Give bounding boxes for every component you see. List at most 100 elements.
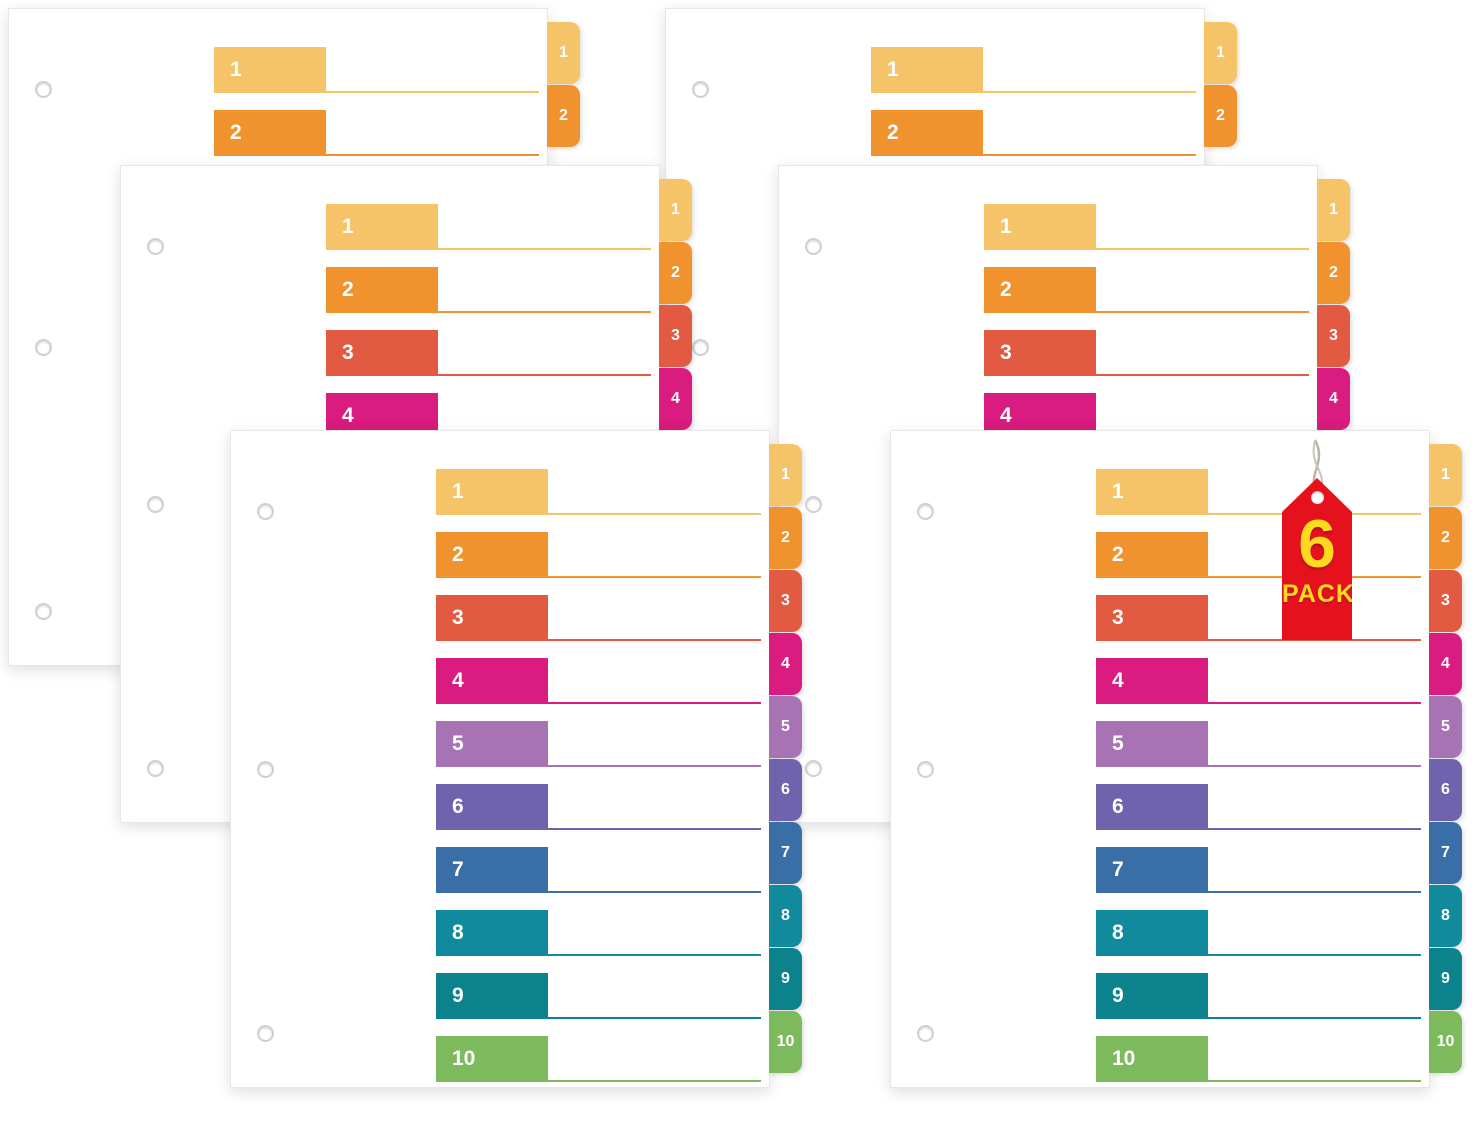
punch-hole xyxy=(917,1025,934,1042)
tag-hole xyxy=(1310,491,1324,504)
toc-row-line xyxy=(1208,702,1421,704)
toc-row-line xyxy=(983,91,1196,93)
punch-hole xyxy=(35,339,52,356)
toc-row-label: 8 xyxy=(1096,910,1208,956)
punch-hole xyxy=(35,603,52,620)
index-tab: 3 xyxy=(659,305,692,367)
toc-row-label: 2 xyxy=(326,267,438,313)
toc-row-line xyxy=(1208,891,1421,893)
index-tab: 4 xyxy=(1429,633,1462,695)
punch-hole xyxy=(805,760,822,777)
index-tab: 3 xyxy=(769,570,802,632)
index-tab: 6 xyxy=(1429,759,1462,821)
index-tab: 2 xyxy=(769,507,802,569)
toc-row-line xyxy=(548,828,761,830)
index-tab: 9 xyxy=(769,948,802,1010)
punch-hole xyxy=(147,496,164,513)
toc-row-line xyxy=(548,576,761,578)
index-tab: 1 xyxy=(769,444,802,506)
toc-row-label: 10 xyxy=(1096,1036,1208,1082)
toc-row-label: 7 xyxy=(436,847,548,893)
toc-row-line xyxy=(548,513,761,515)
toc-row-label: 5 xyxy=(1096,721,1208,767)
toc-row-label: 4 xyxy=(1096,658,1208,704)
toc-row-line xyxy=(548,954,761,956)
toc-row-line xyxy=(983,154,1196,156)
sheet-paper: 1 2 3 4 5 6 7 8 9 10 xyxy=(230,430,770,1088)
index-tab: 5 xyxy=(769,696,802,758)
index-tab: 3 xyxy=(1317,305,1350,367)
index-tab: 1 xyxy=(547,22,580,84)
toc-row-line xyxy=(548,1017,761,1019)
punch-hole xyxy=(692,81,709,98)
toc-row-line xyxy=(1208,954,1421,956)
toc-row-label: 5 xyxy=(436,721,548,767)
toc-row-line xyxy=(1208,828,1421,830)
toc-row-line xyxy=(548,891,761,893)
toc-row-line xyxy=(548,765,761,767)
toc-row-label: 2 xyxy=(1096,532,1208,578)
punch-hole xyxy=(257,1025,274,1042)
toc-row-label: 3 xyxy=(984,330,1096,376)
toc-row-label: 2 xyxy=(871,110,983,156)
pack-badge: 6 PACK xyxy=(1280,436,1354,648)
toc-row-label: 2 xyxy=(436,532,548,578)
index-tab: 2 xyxy=(1317,242,1350,304)
index-tab: 7 xyxy=(1429,822,1462,884)
toc-row-label: 1 xyxy=(436,469,548,515)
toc-row-label: 2 xyxy=(214,110,326,156)
index-tab: 5 xyxy=(1429,696,1462,758)
index-tab: 2 xyxy=(547,85,580,147)
toc-row-label: 7 xyxy=(1096,847,1208,893)
toc-row-label: 8 xyxy=(436,910,548,956)
toc-row-line xyxy=(438,311,651,313)
toc-row-label: 6 xyxy=(1096,784,1208,830)
punch-hole xyxy=(805,238,822,255)
index-tab: 8 xyxy=(1429,885,1462,947)
index-tab: 1 xyxy=(1429,444,1462,506)
index-tab: 7 xyxy=(769,822,802,884)
toc-row-label: 1 xyxy=(326,204,438,250)
index-tab: 1 xyxy=(659,179,692,241)
toc-row-line xyxy=(438,374,651,376)
toc-row-label: 10 xyxy=(436,1036,548,1082)
index-tab: 1 xyxy=(1204,22,1237,84)
divider-sheet-front-right: 1 2 3 4 5 6 7 8 9 10 1 2 3 4 5 6 7 8 9 10 xyxy=(890,430,1464,1088)
toc-row-label: 6 xyxy=(436,784,548,830)
index-tab: 9 xyxy=(1429,948,1462,1010)
toc-row-line xyxy=(548,639,761,641)
toc-row-line xyxy=(438,248,651,250)
toc-row-line xyxy=(1096,248,1309,250)
index-tab: 10 xyxy=(1429,1011,1462,1073)
index-tab: 2 xyxy=(1429,507,1462,569)
tag-pack-count: 6 xyxy=(1298,506,1336,582)
toc-row-line xyxy=(1208,765,1421,767)
punch-hole xyxy=(257,761,274,778)
index-tab: 8 xyxy=(769,885,802,947)
punch-hole xyxy=(257,503,274,520)
toc-row-line xyxy=(1208,1017,1421,1019)
index-tab: 2 xyxy=(1204,85,1237,147)
toc-row-line xyxy=(1096,311,1309,313)
index-tab: 1 xyxy=(1317,179,1350,241)
toc-row-line xyxy=(1208,1080,1421,1082)
index-tab: 4 xyxy=(659,368,692,430)
toc-row-line xyxy=(548,1080,761,1082)
toc-row-label: 9 xyxy=(436,973,548,1019)
tag-body: 6 PACK xyxy=(1282,478,1352,640)
toc-row-label: 9 xyxy=(1096,973,1208,1019)
toc-row-line xyxy=(326,154,539,156)
punch-hole xyxy=(147,760,164,777)
index-tab: 3 xyxy=(1429,570,1462,632)
toc-row-line xyxy=(326,91,539,93)
toc-row-label: 3 xyxy=(326,330,438,376)
toc-row-label: 1 xyxy=(1096,469,1208,515)
toc-row-label: 4 xyxy=(436,658,548,704)
toc-row-label: 2 xyxy=(984,267,1096,313)
divider-sheet-front-left: 1 2 3 4 5 6 7 8 9 10 1 2 3 4 5 6 7 8 9 10 xyxy=(230,430,804,1088)
punch-hole xyxy=(35,81,52,98)
sheet-paper: 1 2 3 4 5 6 7 8 9 10 xyxy=(890,430,1430,1088)
punch-hole xyxy=(692,339,709,356)
toc-row-label: 1 xyxy=(984,204,1096,250)
punch-hole xyxy=(917,761,934,778)
